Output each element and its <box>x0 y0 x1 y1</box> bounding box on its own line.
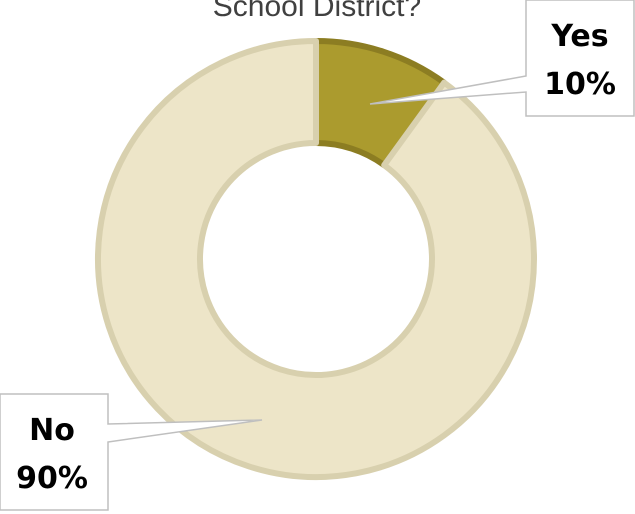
callout-box-no <box>0 393 263 511</box>
chart-title: School District? <box>213 0 421 23</box>
value-label-no: 90% <box>16 461 88 496</box>
slice-no <box>95 38 537 480</box>
callout-no: No 90% <box>0 393 263 511</box>
category-label-yes: Yes <box>550 19 608 54</box>
slices-group <box>95 38 537 480</box>
value-label-yes: 10% <box>544 67 616 102</box>
callout-box-yes <box>369 0 635 117</box>
category-label-no: No <box>29 413 75 448</box>
callout-yes: Yes 10% <box>369 0 635 117</box>
